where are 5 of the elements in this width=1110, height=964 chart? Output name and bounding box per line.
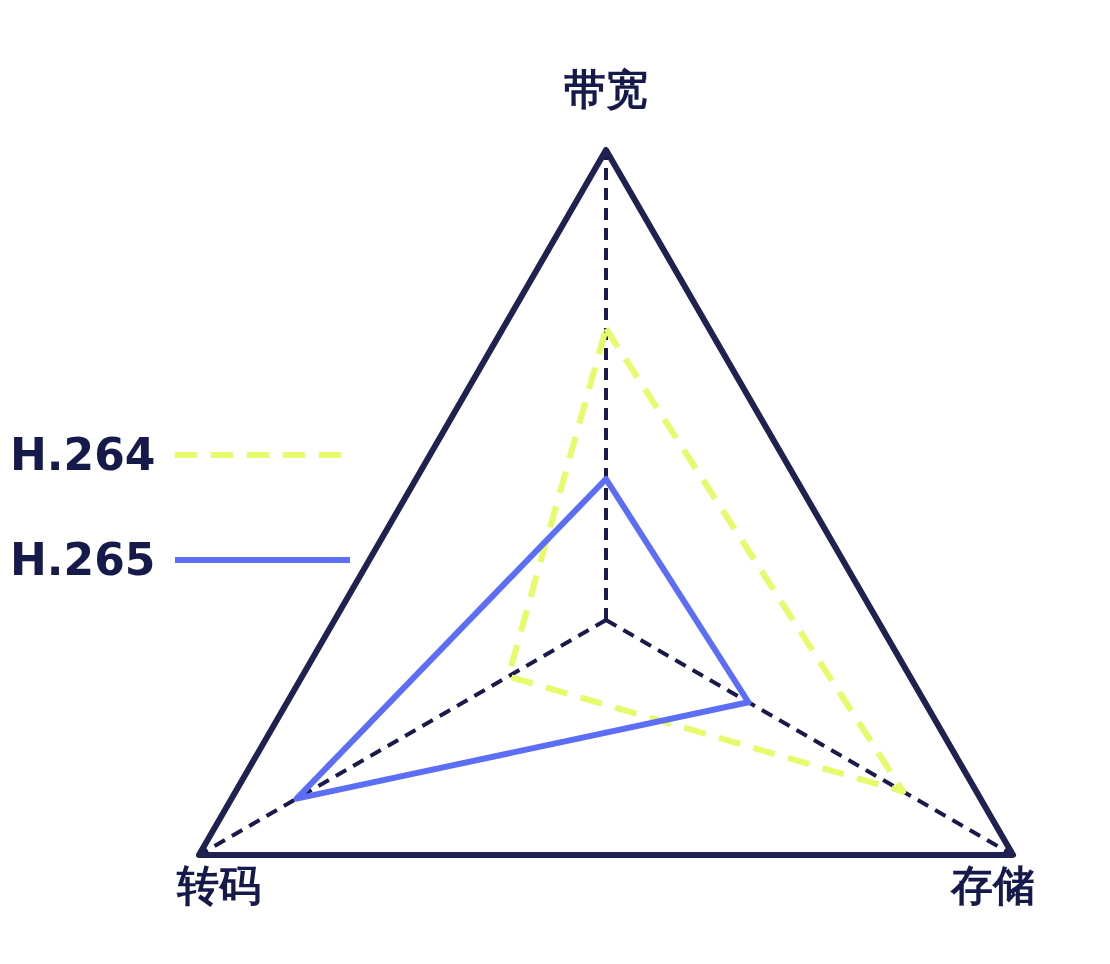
legend-label: H.264 — [10, 429, 156, 480]
spoke-label: 转码 — [175, 861, 261, 910]
spoke-label: 存储 — [950, 861, 1036, 910]
legend-label: H.265 — [10, 534, 156, 585]
spoke-label: 带宽 — [564, 65, 648, 114]
